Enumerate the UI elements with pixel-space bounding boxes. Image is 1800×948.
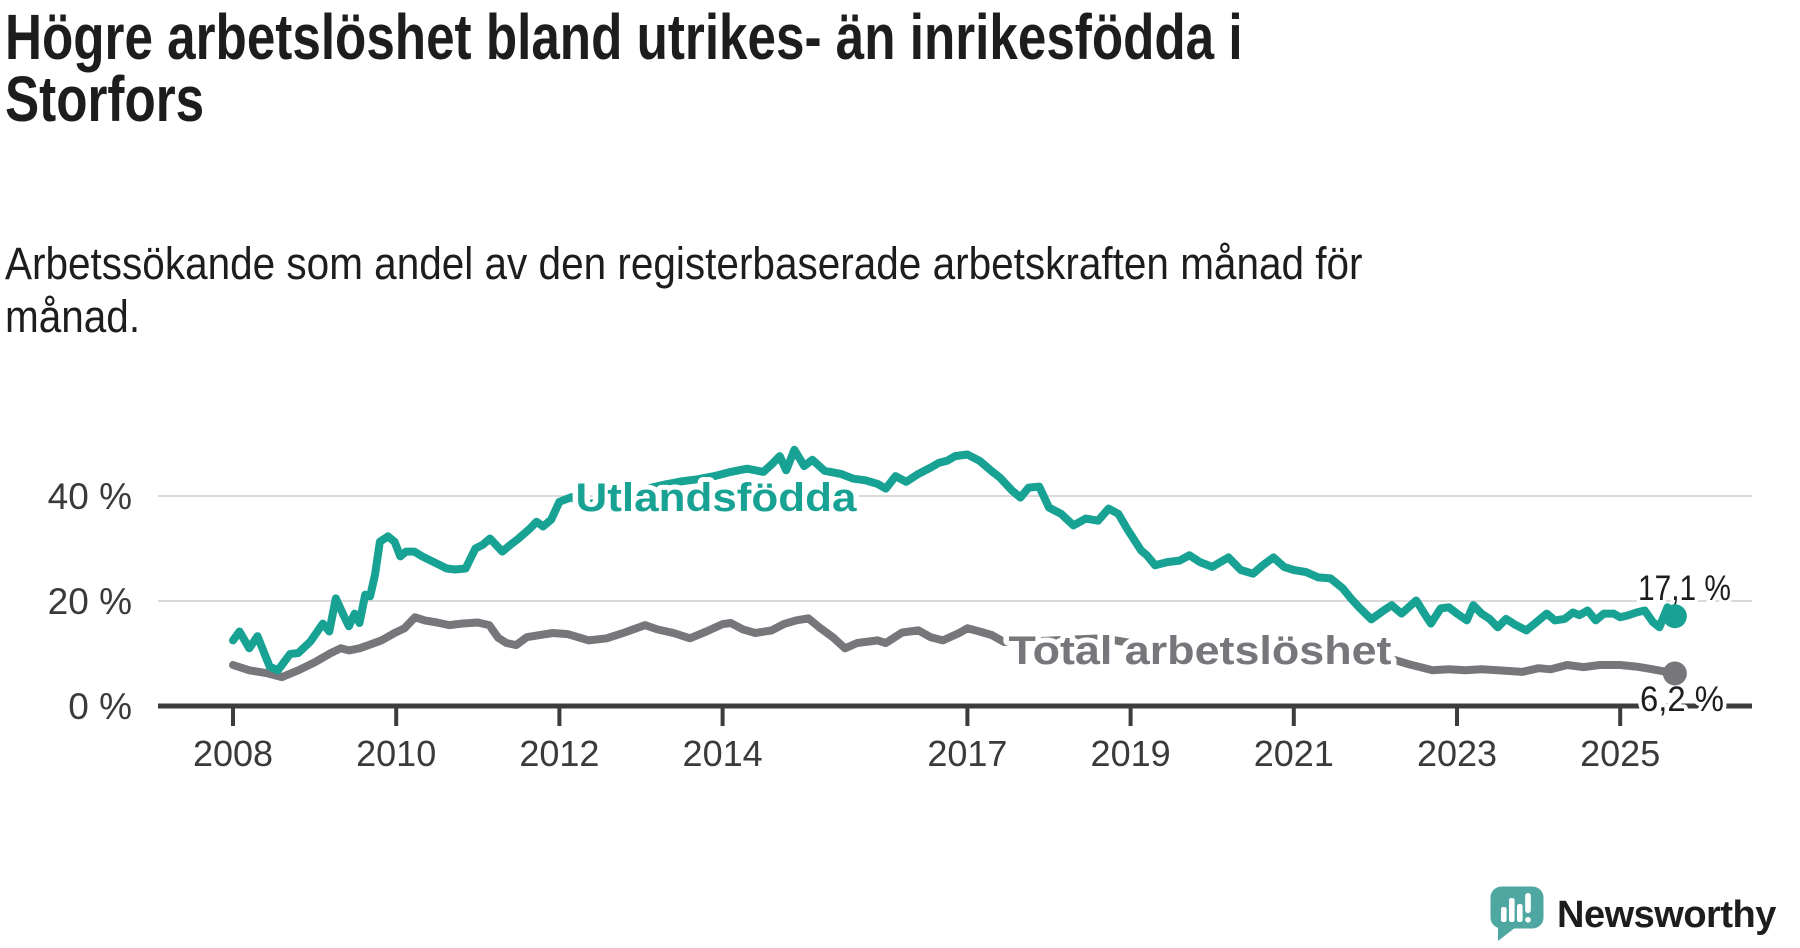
series-label-total: Total arbetslöshet (1009, 629, 1392, 673)
x-axis-tick-label: 2014 (683, 733, 763, 774)
page-title: Högre arbetslöshet bland utrikes- än inr… (5, 1, 1243, 135)
logo-bar-2-icon (1509, 898, 1515, 922)
newsworthy-logo: Newsworthy (1490, 886, 1776, 944)
logo-bubble-tail (1498, 923, 1516, 941)
newsworthy-bubble-icon (1490, 886, 1544, 941)
y-axis-tick-label: 0 % (68, 686, 132, 727)
value-label-utlandsfodda: 17,1 % (1638, 569, 1731, 608)
newsworthy-logo-text: Newsworthy (1557, 893, 1776, 936)
x-axis-tick-label: 2025 (1580, 733, 1660, 774)
series-end-dot-utlandsfodda (1662, 604, 1687, 629)
x-axis-tick-label: 2010 (356, 733, 436, 774)
series-end-dot-total (1662, 661, 1687, 686)
x-axis-tick-label: 2012 (519, 733, 599, 774)
logo-exclamation-dot-icon (1525, 917, 1531, 923)
value-label-total: 6,2 % (1640, 680, 1724, 719)
y-axis-tick-label: 40 % (48, 476, 132, 517)
chart-subtitle-line2: månad. (5, 291, 141, 342)
x-axis-tick-label: 2019 (1091, 733, 1171, 774)
logo-exclamation-stem-icon (1525, 893, 1531, 913)
x-axis-tick-label: 2017 (927, 733, 1007, 774)
page-title-line2: Storfors (5, 63, 205, 135)
y-axis-tick-label: 20 % (48, 581, 132, 622)
page-title-line1: Högre arbetslöshet bland utrikes- än inr… (5, 1, 1243, 73)
series-line-utlandsfodda (229, 445, 1679, 675)
x-axis-tick-label: 2008 (193, 733, 273, 774)
logo-bar-3-icon (1517, 904, 1523, 922)
series-line-total (229, 613, 1679, 682)
x-axis-tick-label: 2021 (1254, 733, 1334, 774)
x-axis-tick-label: 2023 (1417, 733, 1497, 774)
chart-subtitle-line1: Arbetssökande som andel av den registerb… (5, 238, 1363, 289)
chart-subtitle: Arbetssökande som andel av den registerb… (5, 237, 1363, 343)
series-label-utlandsfodda: Utlandsfödda (576, 476, 858, 520)
logo-bar-1-icon (1501, 907, 1507, 922)
